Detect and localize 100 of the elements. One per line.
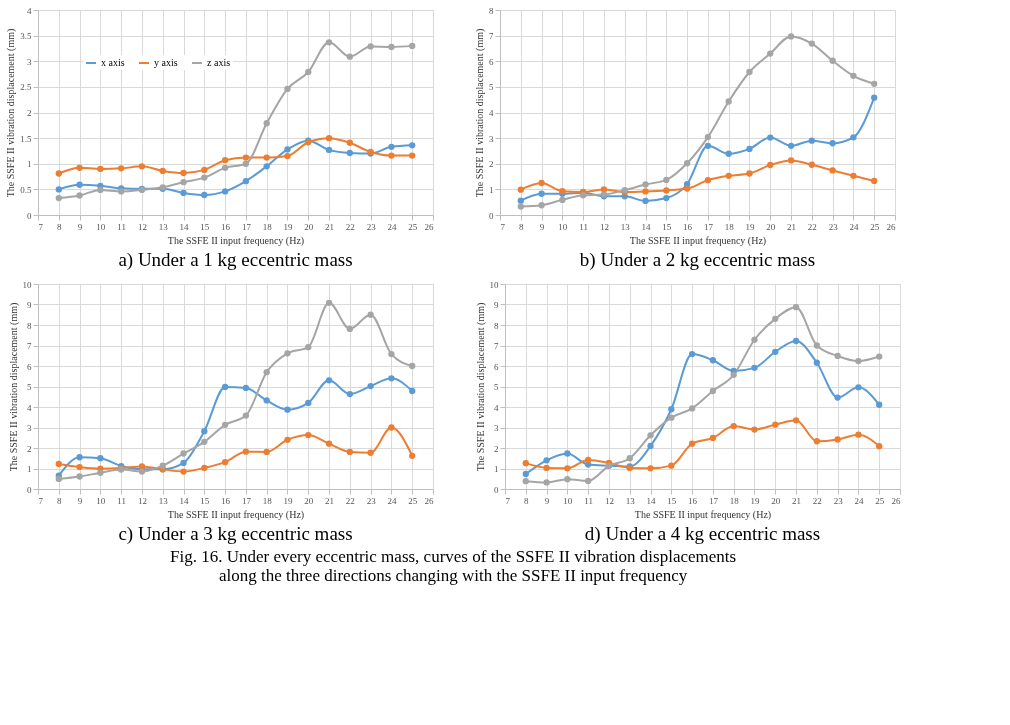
point (829, 140, 836, 147)
point (564, 450, 571, 457)
point (97, 469, 104, 476)
point (683, 185, 691, 192)
x-tick-label: 14 (179, 495, 190, 506)
point (668, 406, 675, 413)
x-tick-label: 20 (766, 221, 776, 232)
y-tick-label: 3 (27, 423, 32, 433)
x-tick-label: 16 (221, 221, 231, 232)
point (850, 72, 857, 80)
y-axis-title: The SSFE II vibration displacement (mm) (7, 302, 20, 472)
point (201, 464, 208, 472)
y-tick-label: 3 (494, 423, 499, 433)
point (55, 460, 62, 468)
x-tick-label: 15 (200, 221, 210, 232)
point (834, 352, 841, 360)
point (855, 357, 862, 365)
y-tick-label: 0 (27, 484, 32, 495)
y-tick-label: 10 (489, 279, 499, 290)
x-tick-label: 26 (424, 495, 434, 506)
point (787, 157, 795, 164)
x-tick-label: 23 (366, 495, 377, 506)
point (180, 179, 187, 186)
point (388, 350, 395, 358)
point (522, 478, 529, 485)
x-tick-label: 17 (703, 221, 714, 232)
point (792, 337, 800, 345)
point (787, 142, 795, 149)
x-tick-label: 24 (849, 221, 859, 232)
point (683, 160, 691, 167)
point (808, 40, 815, 47)
point (543, 479, 550, 486)
y-tick-label: 8 (489, 5, 494, 16)
x-tick-label: 22 (812, 495, 822, 506)
point (305, 399, 312, 407)
y-axis-title: The SSFE II vibration displacement (mm) (474, 28, 486, 198)
point (305, 343, 312, 351)
point (409, 452, 416, 459)
point (517, 197, 524, 204)
point (709, 434, 717, 442)
x-tick-label: 11 (117, 495, 126, 506)
point (263, 120, 270, 127)
x-tick-label: 13 (620, 221, 631, 232)
point (76, 463, 83, 471)
y-axis-title: The SSFE II vibration displacement (mm) (5, 28, 18, 198)
x-tick-label: 16 (688, 495, 698, 506)
point (97, 455, 104, 462)
point (808, 137, 815, 144)
x-tick-label: 20 (304, 495, 314, 506)
point (647, 442, 654, 450)
point (263, 448, 270, 456)
point (76, 454, 83, 461)
point (871, 94, 878, 101)
point (180, 169, 187, 177)
x-tick-label: 7 (505, 495, 511, 506)
x-tick-label: 22 (345, 495, 355, 506)
point (767, 161, 774, 169)
point (813, 359, 820, 366)
y-tick-label: 7 (27, 341, 32, 351)
x-tick-label: 13 (625, 495, 636, 506)
point (704, 133, 712, 141)
y-tick-label: 6 (494, 361, 499, 372)
point (242, 384, 250, 392)
x-tick-label: 23 (366, 221, 377, 232)
text: c) Under a 3 kg eccentric mass (118, 523, 353, 545)
point (813, 438, 820, 445)
point (409, 142, 416, 149)
point (388, 152, 395, 159)
point (751, 426, 758, 433)
text: a) Under a 1 kg eccentric mass (118, 249, 353, 271)
x-tick-label: 26 (891, 495, 901, 506)
point (725, 172, 732, 179)
point (564, 476, 571, 483)
y-tick-label: 1 (494, 464, 499, 474)
point (201, 191, 208, 199)
point (709, 387, 717, 395)
x-tick-label: 21 (325, 495, 335, 506)
point (668, 414, 675, 421)
point (55, 186, 62, 193)
point (346, 390, 353, 398)
point (346, 325, 353, 333)
point (346, 149, 353, 157)
x-tick-label: 16 (683, 221, 693, 232)
point (767, 134, 774, 141)
x-tick-label: 19 (283, 495, 293, 506)
y-tick-label: 4 (27, 402, 32, 413)
y-tick-label: 2 (494, 443, 499, 454)
x-tick-label: 20 (771, 495, 781, 506)
point (787, 33, 795, 40)
point (709, 357, 717, 364)
point (642, 188, 649, 195)
legend-label: z axis (207, 57, 231, 68)
point (325, 146, 333, 154)
point (180, 189, 187, 197)
point (704, 176, 712, 184)
point (871, 80, 878, 87)
point (284, 85, 291, 93)
y-tick-label: 4 (489, 108, 494, 118)
point (76, 164, 83, 172)
x-tick-label: 14 (646, 495, 657, 506)
